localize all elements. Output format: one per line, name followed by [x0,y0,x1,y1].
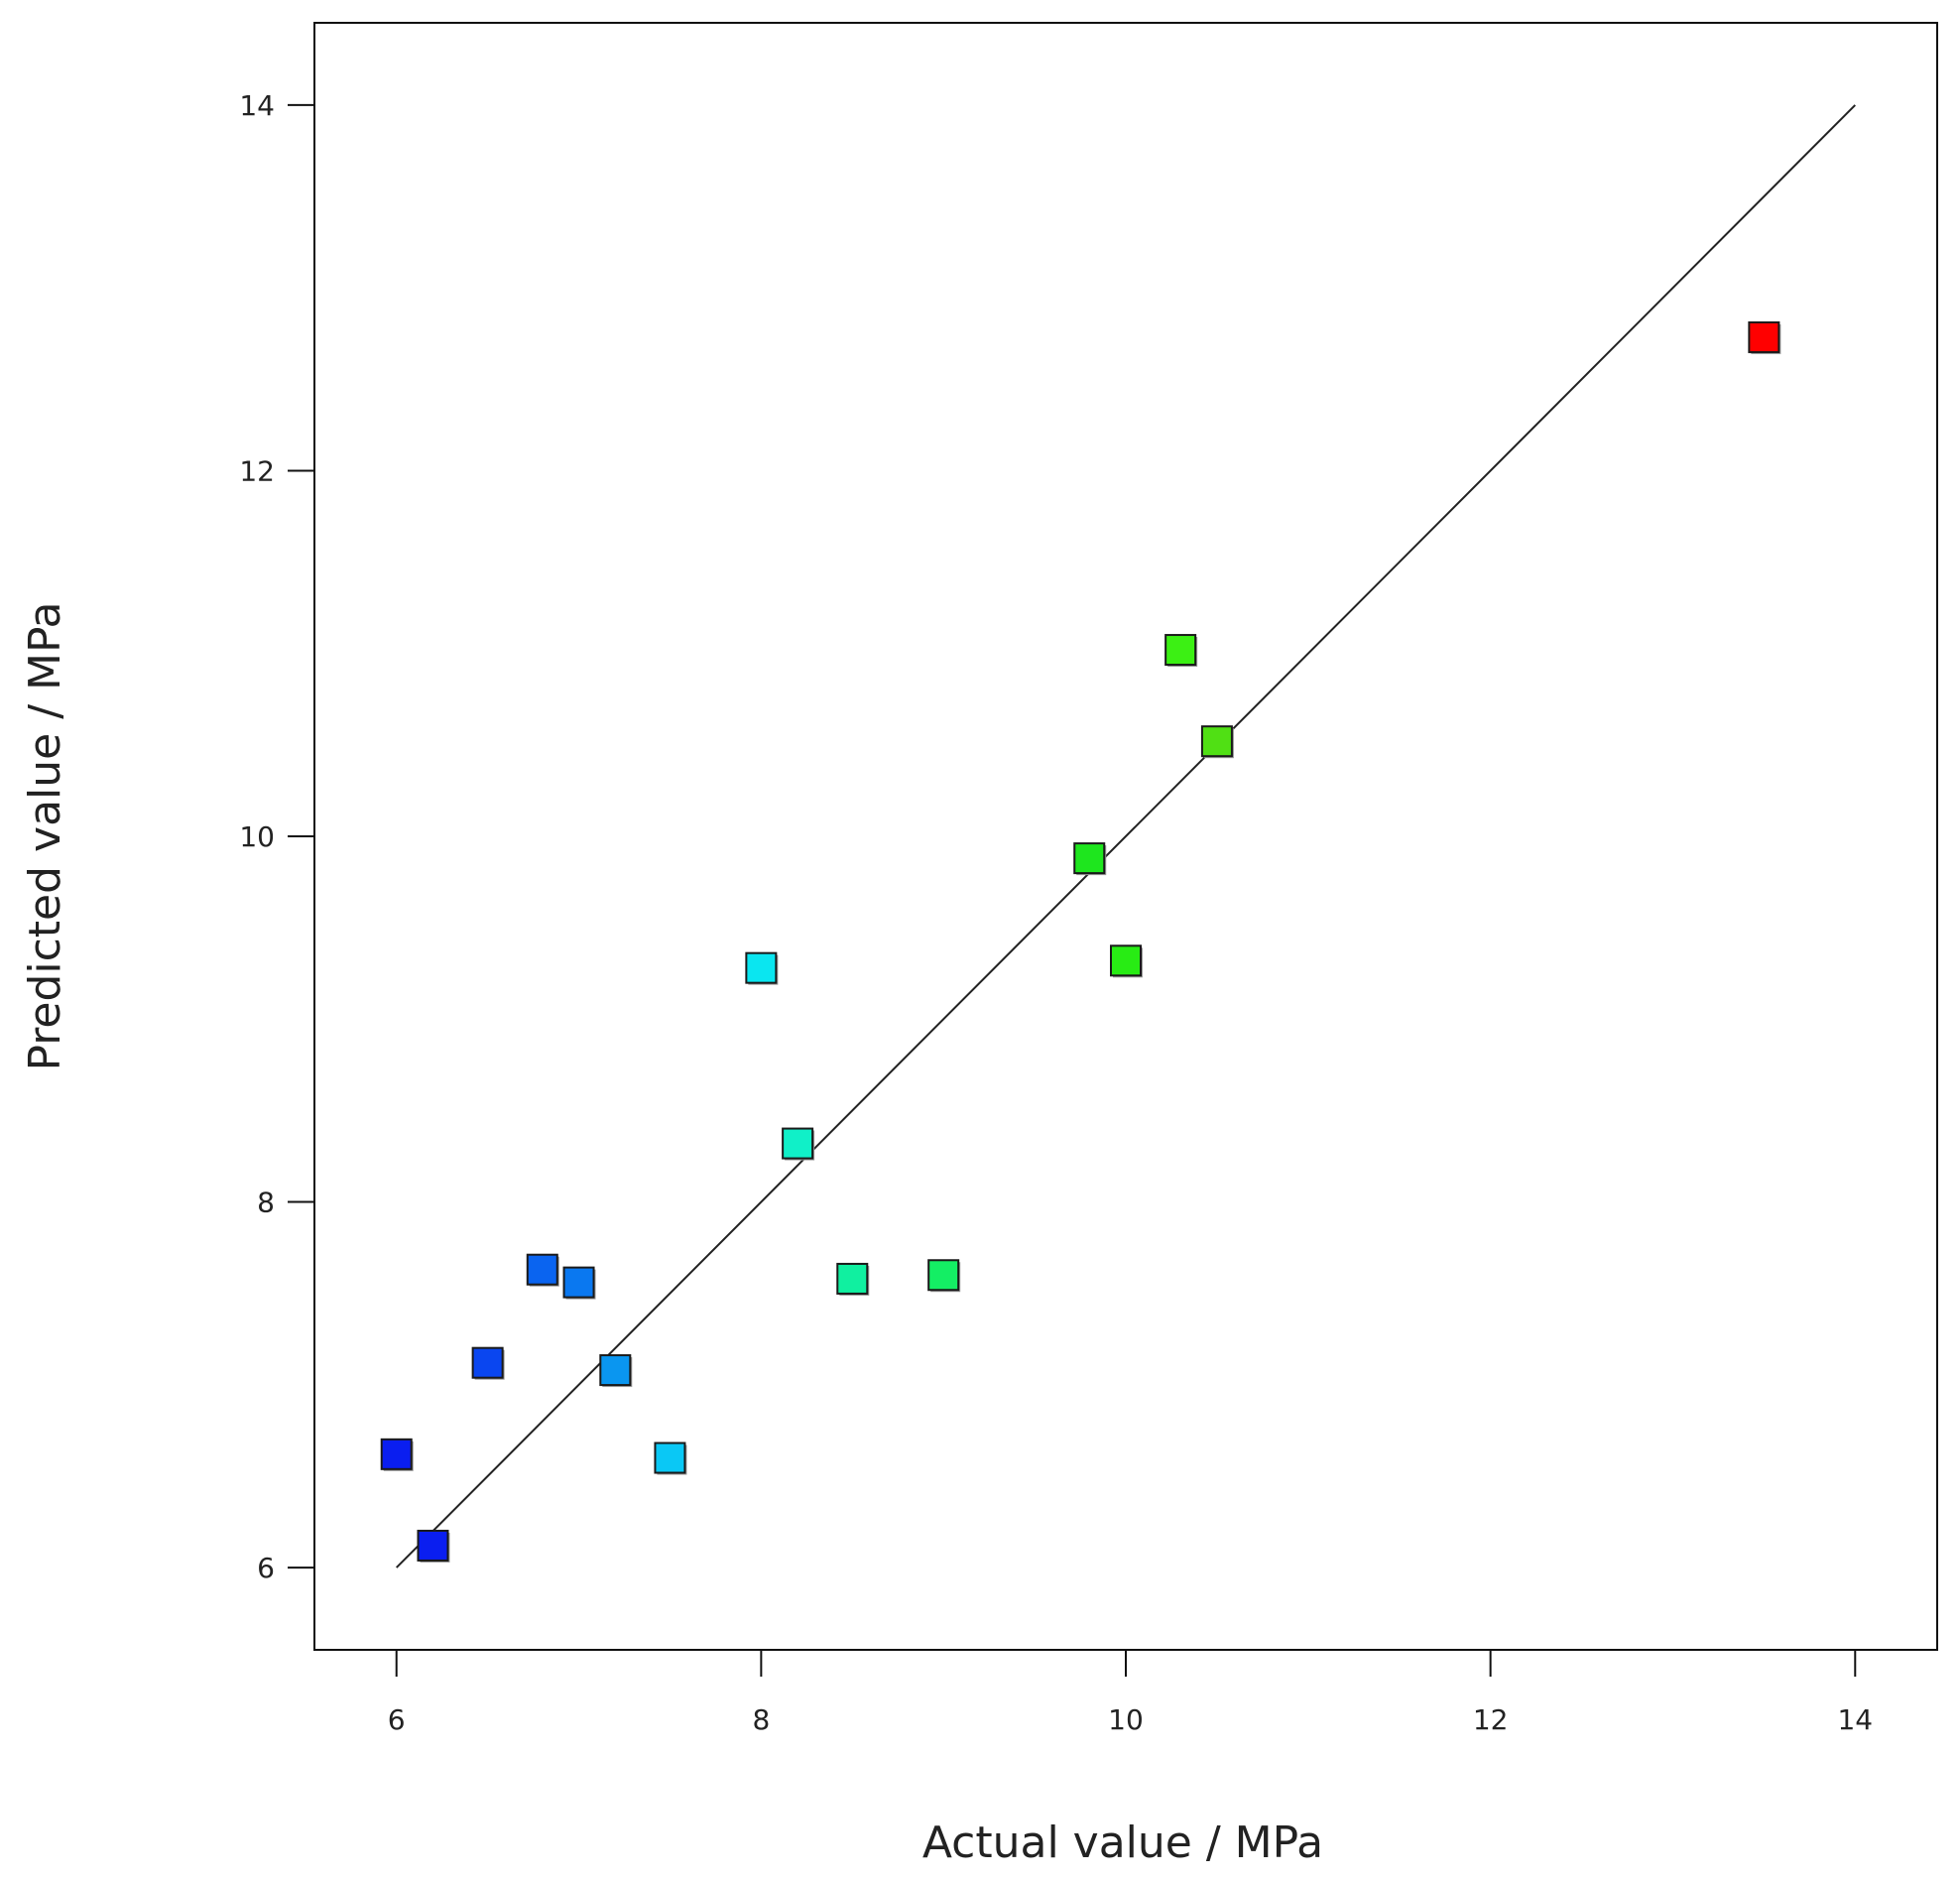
reference-line-layer [396,104,1856,1568]
scatter-point [1748,320,1780,353]
scatter-point [836,1262,869,1295]
y-axis: 6 8 10 12 14 [239,89,314,1584]
scatter-point [745,951,778,984]
scatter-point [417,1529,449,1562]
scatter-point [471,1346,504,1379]
y-tick-label: 14 [239,89,275,122]
scatter-point [927,1259,960,1292]
scatter-point [1164,634,1197,667]
scatter-point [1110,944,1142,977]
y-axis-title: Predicted value / MPa [20,602,70,1071]
x-tick-label: 10 [1108,1703,1144,1736]
x-axis: 6 8 10 12 14 [388,1650,1873,1736]
x-tick-label: 14 [1837,1703,1873,1736]
x-tick-label: 8 [752,1703,770,1736]
x-axis-title: Actual value / MPa [922,1817,1323,1868]
y-tick-label: 12 [239,454,275,487]
scatter-point [1073,842,1106,875]
points-layer [380,320,1781,1563]
scatter-point [1200,725,1233,758]
scatter-point [599,1354,632,1387]
scatter-point [782,1127,814,1160]
scatter-point [380,1438,413,1470]
y-tick-label: 10 [239,820,275,853]
y-tick-label: 8 [257,1187,275,1219]
x-tick-label: 6 [388,1703,406,1736]
x-tick-label: 12 [1473,1703,1509,1736]
scatter-point [526,1253,558,1286]
scatter-point [562,1266,595,1299]
reference-line [396,104,1856,1568]
y-tick-label: 6 [257,1552,275,1584]
scatter-point [654,1441,686,1474]
